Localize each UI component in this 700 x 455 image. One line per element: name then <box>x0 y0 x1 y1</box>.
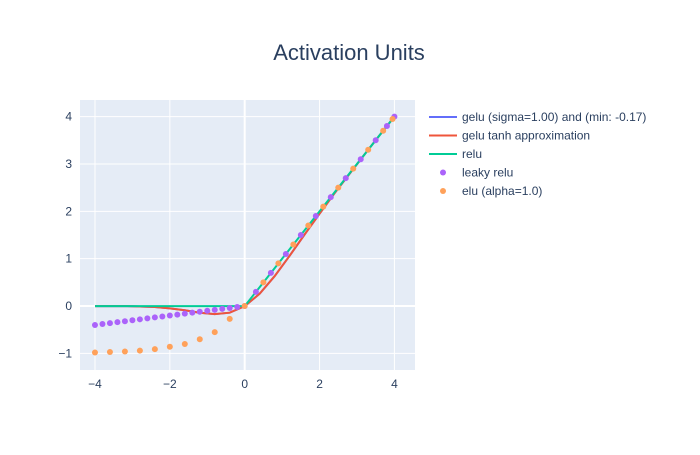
data-point <box>383 123 390 130</box>
data-point <box>136 316 143 323</box>
data-point <box>252 288 259 295</box>
data-point <box>290 241 297 248</box>
data-point <box>106 320 113 327</box>
y-tick-label: 3 <box>65 157 72 171</box>
data-point <box>342 175 349 182</box>
data-point <box>380 127 387 134</box>
x-tick-label: 2 <box>316 377 323 391</box>
legend-item[interactable]: leaky relu <box>440 166 513 180</box>
data-point <box>260 279 267 286</box>
data-point <box>312 213 319 220</box>
data-point <box>91 322 98 328</box>
legend-label: leaky relu <box>462 166 513 180</box>
y-tick-label: 2 <box>65 204 72 218</box>
data-point <box>181 340 188 347</box>
plot-area <box>80 100 415 370</box>
legend-swatch-marker <box>440 188 446 194</box>
data-point <box>226 304 233 311</box>
data-point <box>136 347 143 354</box>
y-tick-label: 4 <box>65 110 72 124</box>
data-point <box>106 349 113 355</box>
series-3 <box>91 113 398 328</box>
data-point <box>151 314 158 321</box>
legend-label: elu (alpha=1.0) <box>462 184 542 198</box>
data-point <box>144 315 151 322</box>
data-point <box>241 303 248 310</box>
data-point <box>350 165 357 172</box>
y-tick-label: 1 <box>65 252 72 266</box>
data-point <box>166 343 173 350</box>
data-point <box>196 336 203 343</box>
data-point <box>204 307 211 314</box>
x-tick-label: 4 <box>391 377 398 391</box>
y-tick-label: 0 <box>65 299 72 313</box>
data-point <box>166 312 173 319</box>
legend-label: gelu (sigma=1.00) and (min: -0.17) <box>462 110 646 124</box>
data-point <box>389 115 396 122</box>
data-point <box>129 317 136 324</box>
legend-item[interactable]: relu <box>429 147 482 161</box>
data-point <box>320 203 327 210</box>
data-point <box>305 222 312 229</box>
series-layer <box>91 113 398 356</box>
x-tick-label: −2 <box>163 377 177 391</box>
data-point <box>275 260 282 267</box>
data-point <box>335 184 342 191</box>
data-point <box>297 232 304 238</box>
data-point <box>159 313 166 320</box>
legend-label: relu <box>462 147 482 161</box>
x-axis-ticks: −4 −2 0 2 4 <box>88 377 398 391</box>
legend-item[interactable]: gelu tanh approximation <box>429 129 590 143</box>
chart-title: Activation Units <box>273 40 425 65</box>
legend-swatch-marker <box>440 169 446 176</box>
data-point <box>174 311 181 318</box>
data-point <box>357 156 364 163</box>
data-point <box>234 304 241 310</box>
data-point <box>372 137 379 144</box>
data-point <box>211 306 218 313</box>
data-point <box>282 250 289 257</box>
x-tick-label: −4 <box>88 377 102 391</box>
data-point <box>189 309 196 316</box>
data-point <box>327 194 334 201</box>
data-point <box>114 319 121 326</box>
data-point <box>226 315 233 322</box>
data-point <box>196 308 203 315</box>
data-point <box>121 348 128 355</box>
data-point <box>267 269 274 276</box>
series-4 <box>91 115 396 356</box>
data-point <box>151 346 158 353</box>
data-point <box>181 310 188 317</box>
data-point <box>121 318 128 325</box>
data-point <box>99 321 106 328</box>
y-axis-ticks: −1 0 1 2 3 4 <box>58 110 72 361</box>
legend-item[interactable]: gelu (sigma=1.00) and (min: -0.17) <box>429 110 646 124</box>
y-tick-label: −1 <box>58 346 72 360</box>
legend-item[interactable]: elu (alpha=1.0) <box>440 184 542 198</box>
data-point <box>211 329 218 336</box>
legend-label: gelu tanh approximation <box>462 129 590 143</box>
data-point <box>219 305 226 312</box>
x-tick-label: 0 <box>241 377 248 391</box>
legend[interactable]: gelu (sigma=1.00) and (min: -0.17) gelu t… <box>429 110 646 198</box>
data-point <box>91 349 98 356</box>
data-point <box>365 146 372 153</box>
